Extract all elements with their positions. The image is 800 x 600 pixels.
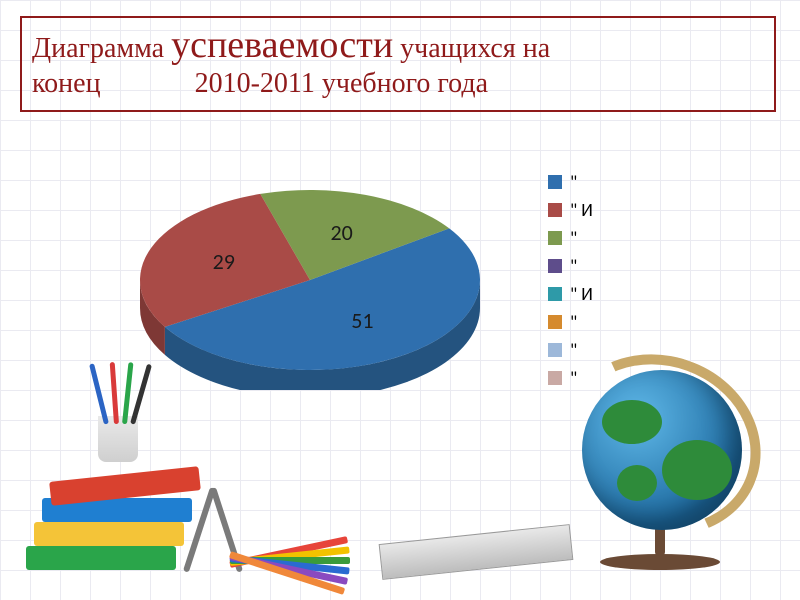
pencils-icon <box>230 512 430 572</box>
pen-cup-icon <box>88 392 148 462</box>
legend-item: " И <box>548 282 593 306</box>
book <box>34 522 184 546</box>
globe-land <box>617 465 657 501</box>
title-emph: успеваемости <box>171 24 393 66</box>
legend-item: " <box>548 170 593 194</box>
globe-stand <box>600 554 720 570</box>
legend-swatch <box>548 287 562 301</box>
legend-swatch <box>548 231 562 245</box>
pie-slice-label: 20 <box>330 219 352 246</box>
title-part: учащихся на <box>393 33 550 64</box>
legend-label: " <box>570 171 577 193</box>
title-box: Диаграмма успеваемости учащихся на конец… <box>20 16 776 112</box>
legend-swatch <box>548 203 562 217</box>
legend-item: " И <box>548 198 593 222</box>
title-part: 2010-2011 учебного года <box>195 68 488 99</box>
globe-land <box>662 440 732 500</box>
pie-chart: 51 29 20 <box>130 180 490 390</box>
legend-swatch <box>548 175 562 189</box>
legend-label: " И <box>570 283 593 305</box>
legend-label: " <box>570 227 577 249</box>
title-part: конец <box>32 68 101 99</box>
legend-swatch <box>548 259 562 273</box>
legend-swatch <box>548 315 562 329</box>
book <box>26 546 176 570</box>
globe-icon <box>550 350 770 570</box>
pie-slice-label: 51 <box>351 307 373 334</box>
legend-label: " И <box>570 199 593 221</box>
pie-slice-label: 29 <box>213 248 235 275</box>
compass-leg <box>183 487 216 573</box>
legend-item: " <box>548 310 593 334</box>
legend-label: " <box>570 311 577 333</box>
legend-item: " <box>548 254 593 278</box>
legend-label: " <box>570 255 577 277</box>
globe-ball <box>582 370 742 530</box>
pie-svg <box>130 180 490 390</box>
title-part: Диаграмма <box>32 33 171 64</box>
globe-land <box>602 400 662 444</box>
legend-item: " <box>548 226 593 250</box>
